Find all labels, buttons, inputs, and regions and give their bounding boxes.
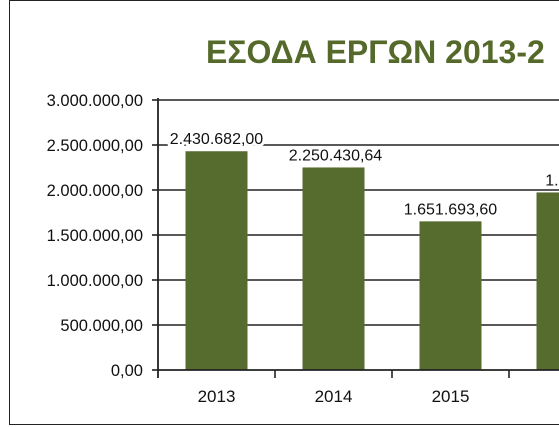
- bar-2014: [302, 167, 365, 370]
- y-tick-label: 2.500.000,00: [47, 137, 143, 155]
- y-tick-label: 1.500.000,00: [47, 227, 143, 245]
- axes: [152, 98, 559, 378]
- y-axis-ticks: 0,00 500.000,00 1.000.000,00 1.500.000,00 2.…: [47, 92, 143, 380]
- x-tick-label: 2015: [432, 387, 470, 406]
- bar-2: [536, 192, 559, 370]
- y-tick-label: 1.000.000,00: [47, 272, 143, 290]
- data-label: 1.651.693,60: [404, 201, 498, 218]
- data-label-halo: 1.651.693,60: [404, 201, 498, 218]
- y-tick-label: 2.000.000,00: [47, 182, 143, 200]
- y-tick-label: 0,00: [111, 362, 143, 380]
- data-label-halo: 1.973.: [545, 172, 559, 189]
- data-labels: 2.430.682,002.430.682,002.250.430,642.25…: [167, 128, 559, 221]
- x-tick-label: 2014: [315, 387, 353, 406]
- bars: [185, 151, 559, 370]
- data-label: 1.973.: [545, 172, 559, 189]
- data-label: 2.250.430,64: [289, 147, 383, 164]
- bar-2013: [185, 151, 248, 370]
- y-tick-label: 500.000,00: [60, 317, 143, 335]
- y-tick-label: 3.000.000,00: [47, 92, 143, 110]
- data-label-halo: 2.250.430,64: [289, 147, 383, 164]
- data-label: 2.430.682,00: [170, 131, 264, 148]
- chart-title: ΕΣΟΔΑ ΕΡΓΩΝ 2013-2: [206, 34, 545, 70]
- data-label-halo: 2.430.682,00: [170, 131, 264, 148]
- bar-2015: [419, 221, 482, 370]
- x-tick-label: 2013: [198, 387, 236, 406]
